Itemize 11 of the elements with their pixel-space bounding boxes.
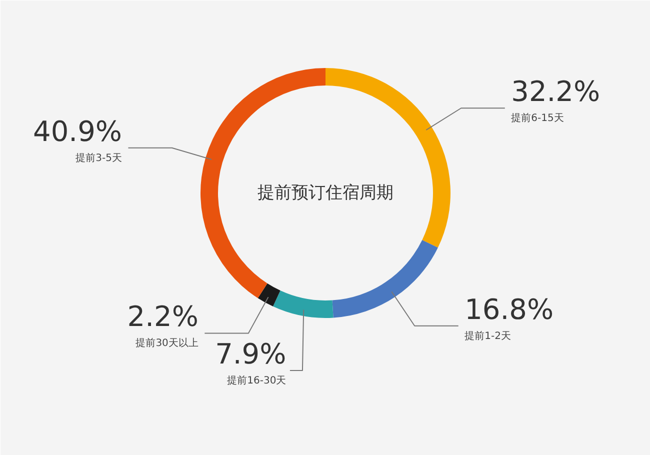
data-label: 40.9% [33,114,122,148]
text: 提前预订住宿周期 [258,183,394,203]
data-label: 32.2% [511,75,600,108]
slice-label: 提前3-5天 [76,152,122,164]
slice-label: 提前16-30天 [227,374,286,386]
data-label: 2.2% [127,300,198,334]
slice-label: 提前6-15天 [511,112,564,124]
data-label: 16.8% [464,292,554,326]
slice-label: 提前1-2天 [464,330,511,342]
data-label: 7.9% [215,338,286,370]
slice-label: 提前30天以上 [136,337,198,350]
